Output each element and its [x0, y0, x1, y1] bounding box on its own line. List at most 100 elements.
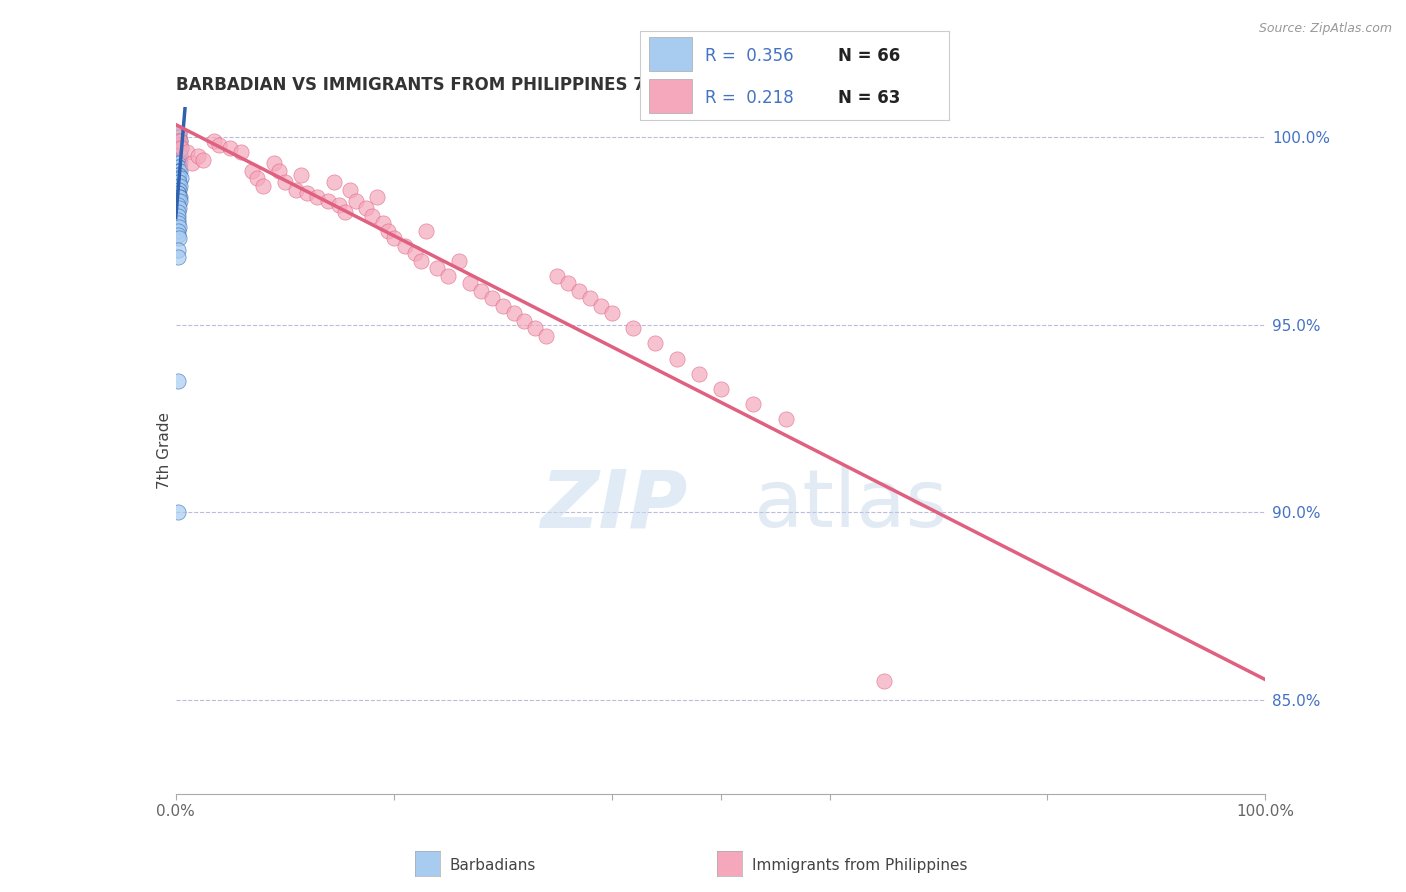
Point	[710, 382, 733, 396]
Point	[269, 164, 291, 178]
Point	[170, 171, 193, 186]
Point	[181, 156, 204, 170]
Point	[534, 329, 557, 343]
Point	[167, 137, 190, 152]
Point	[167, 183, 190, 197]
Point	[366, 190, 388, 204]
Point	[167, 156, 190, 170]
Text: ZIP: ZIP	[540, 467, 688, 544]
Point	[167, 149, 190, 163]
Point	[621, 321, 644, 335]
Point	[644, 336, 666, 351]
Point	[328, 197, 350, 211]
Bar	[650, 79, 692, 113]
Point	[394, 239, 416, 253]
Point	[167, 168, 190, 182]
Point	[219, 141, 242, 155]
Point	[307, 190, 329, 204]
Point	[742, 396, 765, 410]
Point	[169, 156, 191, 170]
Point	[339, 183, 361, 197]
Point	[415, 224, 437, 238]
Point	[524, 321, 547, 335]
Point	[167, 145, 190, 159]
Point	[579, 292, 602, 306]
Point	[167, 160, 190, 174]
Point	[167, 190, 190, 204]
Point	[167, 164, 190, 178]
Point	[186, 149, 209, 163]
Point	[167, 160, 190, 174]
Text: N = 66: N = 66	[838, 47, 900, 65]
Point	[167, 153, 190, 167]
Point	[167, 168, 190, 182]
Point	[502, 306, 524, 320]
Point	[240, 164, 263, 178]
Point	[167, 183, 190, 197]
Point	[167, 137, 190, 152]
Point	[167, 134, 190, 148]
Point	[167, 227, 190, 242]
Point	[167, 137, 190, 152]
Point	[458, 277, 481, 291]
Point	[170, 141, 193, 155]
Point	[405, 246, 427, 260]
Point	[666, 351, 689, 366]
Point	[167, 134, 190, 148]
Point	[167, 194, 190, 208]
Point	[167, 171, 190, 186]
Point	[167, 156, 190, 170]
Point	[167, 171, 190, 186]
Text: R =  0.356: R = 0.356	[704, 47, 793, 65]
Text: R =  0.218: R = 0.218	[704, 89, 793, 107]
Point	[231, 145, 253, 159]
Point	[167, 175, 190, 189]
Point	[170, 141, 193, 155]
Point	[167, 231, 190, 245]
Point	[568, 284, 591, 298]
Point	[167, 153, 190, 167]
Point	[169, 134, 191, 148]
Text: Source: ZipAtlas.com: Source: ZipAtlas.com	[1258, 22, 1392, 36]
Point	[437, 268, 460, 283]
Bar	[650, 37, 692, 71]
Point	[263, 156, 285, 170]
Point	[167, 145, 190, 159]
Point	[409, 254, 432, 268]
Point	[167, 130, 190, 145]
Point	[167, 137, 190, 152]
Point	[688, 367, 710, 381]
Text: BARBADIAN VS IMMIGRANTS FROM PHILIPPINES 7TH GRADE CORRELATION CHART: BARBADIAN VS IMMIGRANTS FROM PHILIPPINES…	[176, 77, 945, 95]
Point	[246, 171, 269, 186]
Point	[167, 168, 190, 182]
Point	[426, 261, 449, 276]
Point	[284, 183, 307, 197]
Point	[356, 202, 378, 216]
Point	[377, 224, 399, 238]
Point	[167, 374, 190, 388]
Point	[167, 141, 190, 155]
Point	[169, 178, 191, 193]
Text: atlas: atlas	[754, 467, 948, 544]
Point	[167, 243, 190, 257]
Point	[169, 190, 191, 204]
Point	[775, 411, 797, 425]
Point	[167, 186, 190, 201]
Point	[167, 209, 190, 223]
Point	[371, 216, 394, 230]
Point	[470, 284, 492, 298]
Point	[169, 164, 191, 178]
Point	[208, 137, 231, 152]
Point	[252, 178, 274, 193]
Point	[546, 268, 568, 283]
Point	[167, 505, 190, 519]
Point	[176, 145, 198, 159]
Point	[295, 186, 318, 201]
Point	[167, 250, 190, 264]
Point	[167, 126, 190, 140]
Point	[589, 299, 612, 313]
Point	[600, 306, 623, 320]
Point	[167, 224, 190, 238]
Point	[481, 292, 503, 306]
Text: Barbadians: Barbadians	[450, 858, 536, 872]
